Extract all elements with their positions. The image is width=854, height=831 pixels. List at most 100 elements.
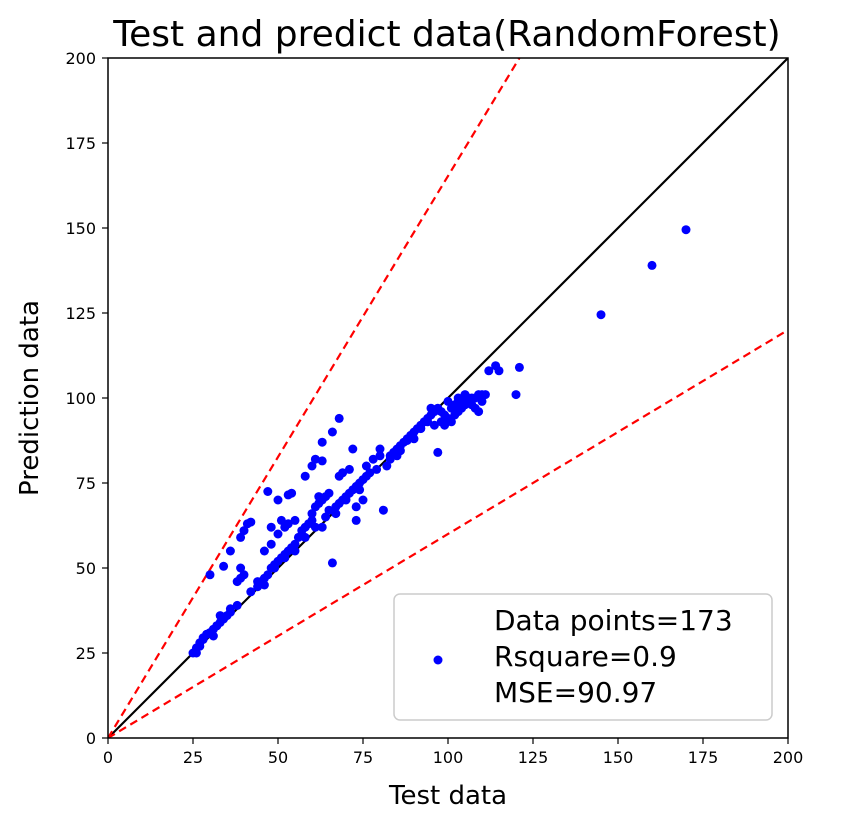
scatter-point: [416, 424, 426, 434]
scatter-point: [355, 485, 365, 495]
scatter-point: [232, 600, 242, 610]
scatter-point: [307, 515, 317, 525]
scatter-point: [375, 444, 385, 454]
scatter-point: [446, 417, 456, 427]
reference-line-dashed-1: [108, 58, 521, 738]
y-tick-label: 200: [65, 49, 96, 68]
scatter-point: [300, 532, 310, 542]
scatter-point: [314, 492, 324, 502]
scatter-point: [443, 396, 453, 406]
legend-line-mse: MSE=90.97: [494, 676, 657, 709]
scatter-point: [477, 396, 487, 406]
y-tick-label: 75: [76, 474, 96, 493]
scatter-point: [338, 468, 348, 478]
scatter-point: [307, 461, 317, 471]
scatter-point: [361, 461, 371, 471]
scatter-point: [351, 502, 361, 512]
x-tick-label: 0: [103, 748, 113, 767]
scatter-point: [273, 529, 283, 539]
scatter-point: [378, 505, 388, 515]
y-tick-label: 25: [76, 644, 96, 663]
y-axis-label: Prediction data: [15, 300, 45, 496]
scatter-point: [365, 468, 375, 478]
scatter-point: [280, 553, 290, 563]
scatter-point: [225, 607, 235, 617]
scatter-point: [440, 420, 450, 430]
y-tick-label: 175: [65, 134, 96, 153]
scatter-point: [307, 509, 317, 519]
scatter-point: [317, 456, 327, 466]
scatter-point: [327, 427, 337, 437]
scatter-point: [259, 580, 269, 590]
scatter-point: [341, 495, 351, 505]
scatter-point: [409, 434, 419, 444]
scatter-point: [246, 587, 256, 597]
x-tick-label: 125: [518, 748, 549, 767]
scatter-point: [321, 512, 331, 522]
scatter-point: [263, 570, 273, 580]
scatter-point: [372, 464, 382, 474]
scatter-point: [358, 495, 368, 505]
scatter-point: [382, 461, 392, 471]
scatter-point: [385, 451, 395, 461]
y-tick-label: 50: [76, 559, 96, 578]
legend-box: [393, 593, 773, 721]
scatter-point: [198, 634, 208, 644]
scatter-point: [317, 437, 327, 447]
scatter-point: [327, 558, 337, 568]
legend-marker: [433, 655, 443, 665]
scatter-point: [467, 400, 477, 410]
scatter-point: [195, 641, 205, 651]
x-tick-label: 100: [433, 748, 464, 767]
y-tick-label: 150: [65, 219, 96, 238]
scatter-point: [219, 561, 229, 571]
scatter-point: [293, 532, 303, 542]
scatter-point: [225, 546, 235, 556]
x-axis-label: Test data: [388, 781, 507, 811]
scatter-point: [344, 464, 354, 474]
scatter-point: [310, 454, 320, 464]
scatter-point: [246, 517, 256, 527]
reference-line-dashed-2: [108, 329, 788, 738]
y-tick-label: 100: [65, 389, 96, 408]
x-tick-label: 150: [603, 748, 634, 767]
scatter-point: [426, 403, 436, 413]
x-tick-label: 50: [268, 748, 288, 767]
scatter-point: [375, 451, 385, 461]
scatter-point: [480, 390, 490, 400]
scatter-point: [402, 436, 412, 445]
scatter-point: [287, 488, 297, 498]
scatter-point: [310, 522, 320, 532]
scatter-point: [494, 366, 504, 376]
scatter-point: [290, 515, 300, 525]
legend: Data points=173 Rsquare=0.9 MSE=90.97: [393, 593, 773, 721]
scatter-point: [317, 522, 327, 532]
y-tick-label: 0: [86, 729, 96, 748]
scatter-point: [514, 362, 524, 372]
scatter-point: [423, 417, 433, 427]
scatter-point: [433, 447, 443, 457]
y-tick-label: 125: [65, 304, 96, 323]
plot-frame: [107, 57, 789, 739]
legend-line-data-points: Data points=173: [494, 604, 733, 637]
scatter-point: [460, 390, 470, 400]
scatter-point: [331, 509, 341, 519]
scatter-point: [253, 577, 263, 587]
scatter-point: [392, 451, 402, 461]
scatter-point: [453, 396, 463, 406]
scatter-point: [290, 539, 300, 549]
scatter-point: [239, 526, 249, 536]
x-tick-label: 75: [353, 748, 373, 767]
scatter-point: [429, 420, 439, 430]
scatter-point: [239, 570, 249, 580]
scatter-point: [368, 454, 378, 464]
scatter-point: [484, 366, 494, 376]
scatter-point: [351, 515, 361, 525]
plot-area: [108, 58, 788, 738]
legend-line-rsquare: Rsquare=0.9: [494, 640, 677, 673]
scatter-point: [276, 515, 286, 525]
scatter-point: [324, 488, 334, 498]
scatter-point: [266, 522, 276, 532]
